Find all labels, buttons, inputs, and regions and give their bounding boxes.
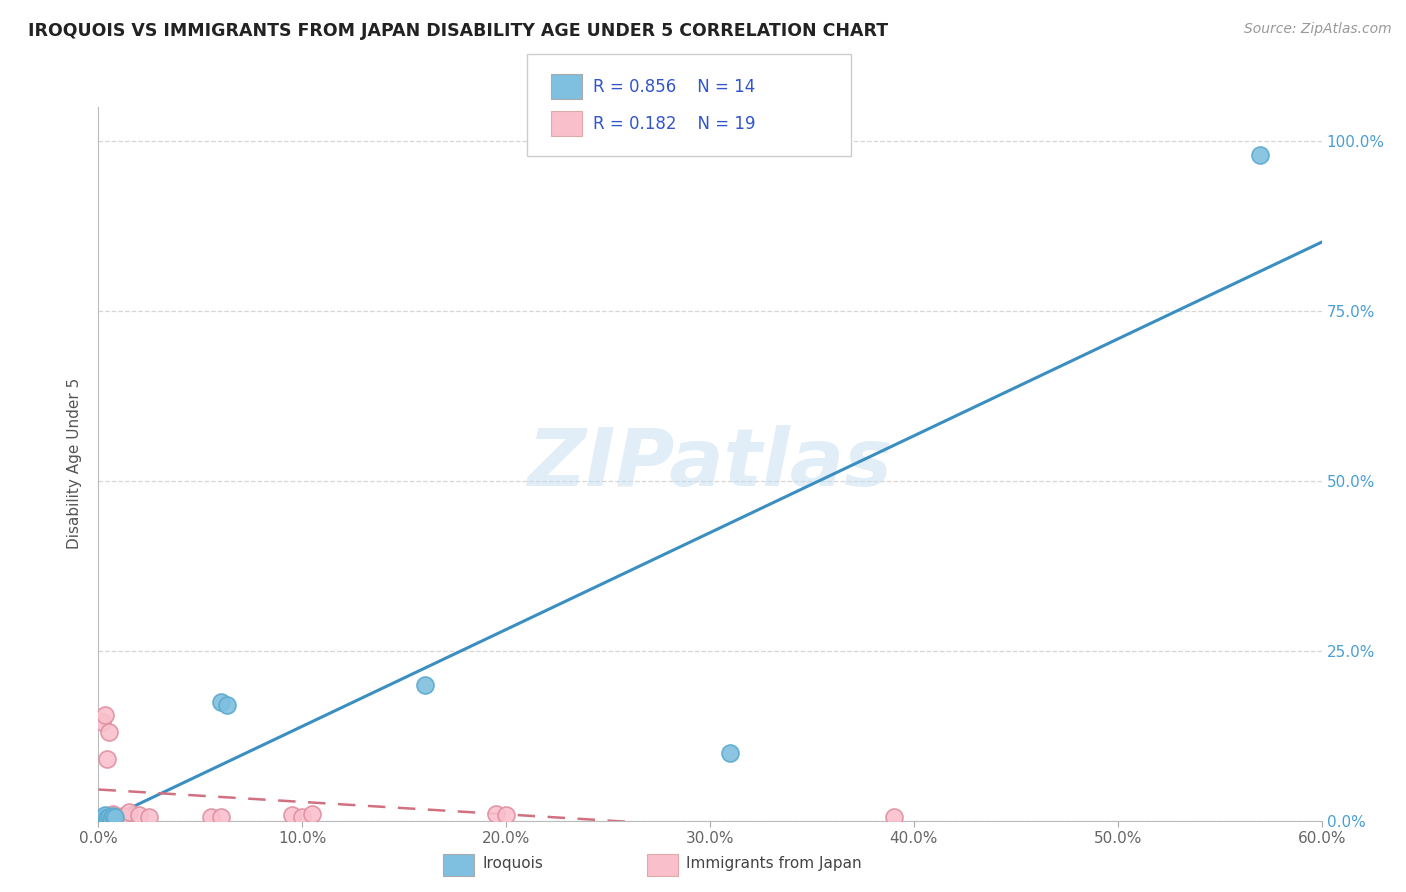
Point bbox=[291, 810, 314, 824]
Y-axis label: Disability Age Under 5: Disability Age Under 5 bbox=[67, 378, 83, 549]
Point bbox=[883, 810, 905, 824]
Text: Iroquois: Iroquois bbox=[482, 856, 543, 871]
Point bbox=[97, 809, 120, 823]
Point bbox=[97, 725, 120, 739]
Point bbox=[104, 810, 127, 824]
Point bbox=[93, 808, 115, 822]
Point bbox=[101, 809, 124, 823]
Point bbox=[91, 810, 114, 824]
Point bbox=[485, 806, 508, 821]
Point bbox=[93, 708, 115, 723]
Point bbox=[100, 812, 122, 826]
Text: R = 0.856    N = 14: R = 0.856 N = 14 bbox=[593, 78, 755, 95]
Point bbox=[215, 698, 238, 712]
Point bbox=[108, 810, 131, 824]
Point bbox=[200, 810, 222, 824]
Text: R = 0.182    N = 19: R = 0.182 N = 19 bbox=[593, 115, 756, 133]
Text: ZIPatlas: ZIPatlas bbox=[527, 425, 893, 503]
Point bbox=[1249, 147, 1271, 161]
Point bbox=[101, 806, 124, 821]
Point bbox=[96, 752, 118, 766]
Point bbox=[96, 811, 118, 825]
Point bbox=[495, 808, 517, 822]
Text: Immigrants from Japan: Immigrants from Japan bbox=[686, 856, 862, 871]
Point bbox=[281, 808, 304, 822]
Point bbox=[111, 809, 134, 823]
Point bbox=[118, 805, 141, 820]
Point bbox=[720, 746, 742, 760]
Point bbox=[138, 810, 160, 824]
Point bbox=[100, 808, 122, 822]
Point bbox=[209, 695, 232, 709]
Text: IROQUOIS VS IMMIGRANTS FROM JAPAN DISABILITY AGE UNDER 5 CORRELATION CHART: IROQUOIS VS IMMIGRANTS FROM JAPAN DISABI… bbox=[28, 22, 889, 40]
Text: Source: ZipAtlas.com: Source: ZipAtlas.com bbox=[1244, 22, 1392, 37]
Point bbox=[301, 806, 323, 821]
Point bbox=[413, 678, 436, 692]
Point bbox=[128, 808, 150, 822]
Point bbox=[209, 810, 232, 824]
Point bbox=[91, 715, 114, 730]
